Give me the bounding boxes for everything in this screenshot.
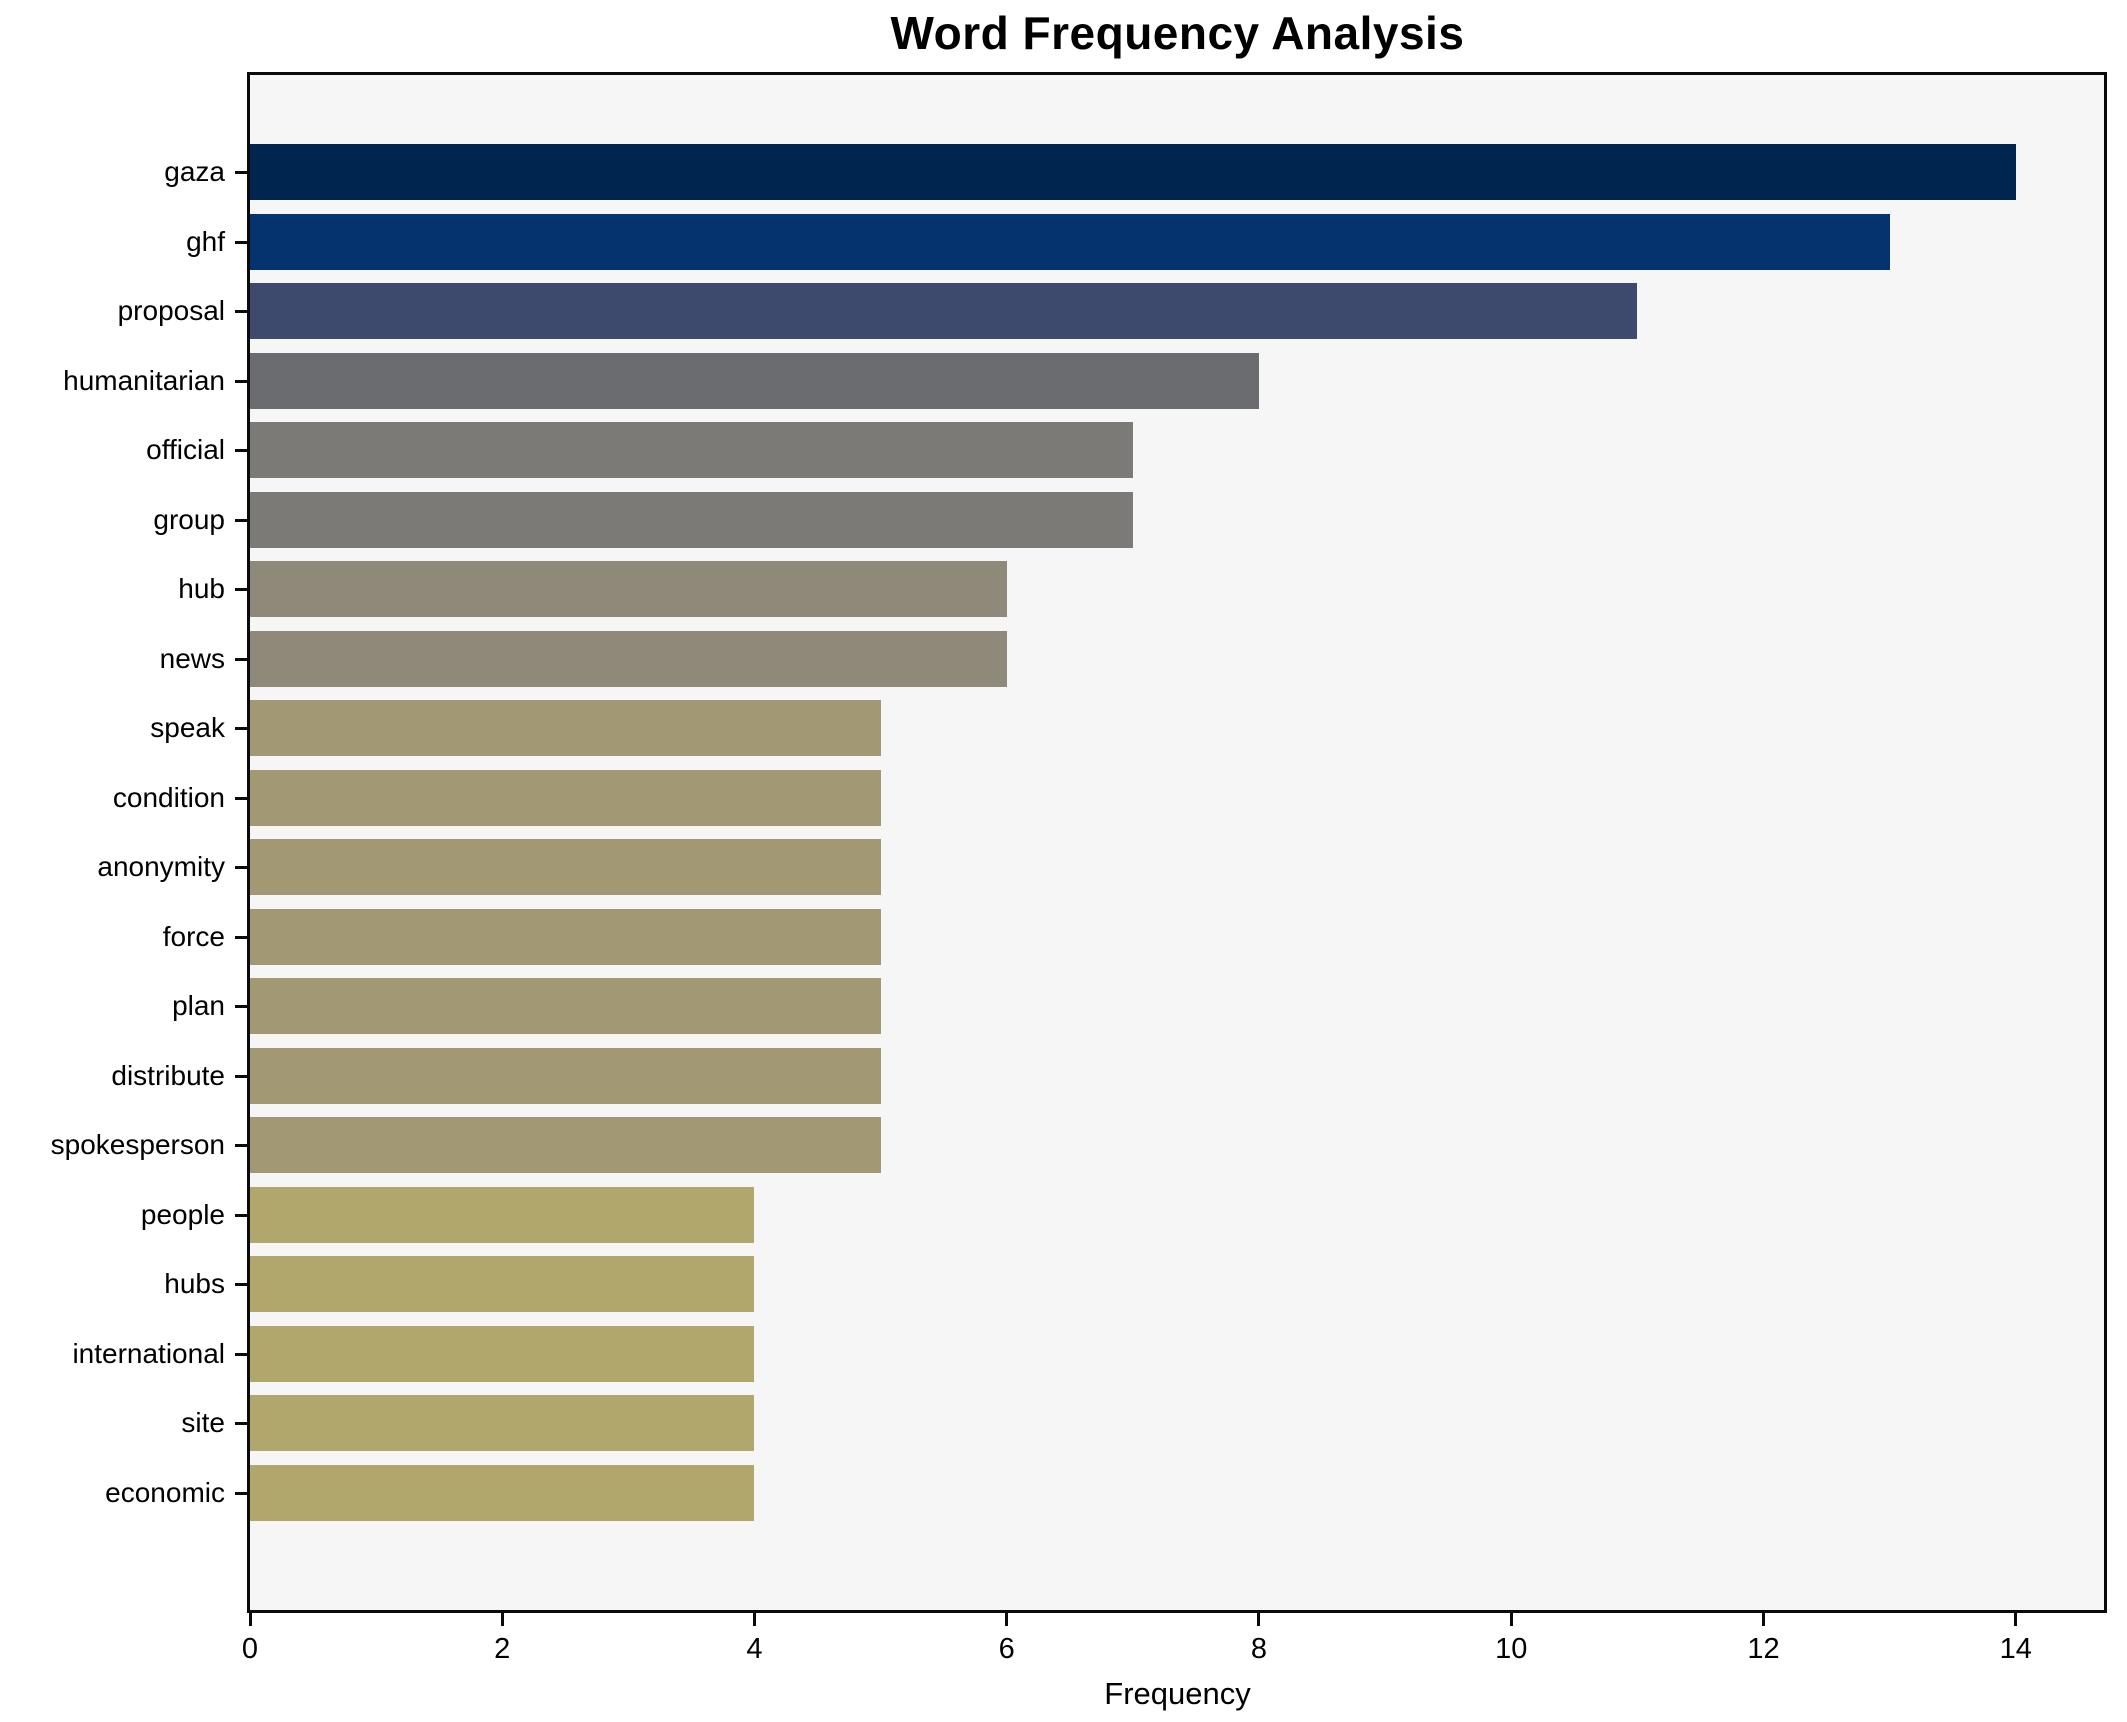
bar-anonymity xyxy=(250,839,881,895)
bar-row-international xyxy=(250,1325,755,1382)
bar-row-force xyxy=(250,908,881,965)
y-label-plan: plan xyxy=(172,990,225,1021)
bar-row-group xyxy=(250,491,1133,548)
x-tick-0 xyxy=(248,1613,252,1626)
x-tick-label-14: 14 xyxy=(1999,1633,2032,1665)
bar-row-proposal xyxy=(250,283,1638,339)
bar-row-humanitarian xyxy=(250,352,1259,409)
y-label-gaza: gaza xyxy=(164,156,225,187)
bar-row-spokesperson xyxy=(250,1117,881,1173)
y-tick-gaza xyxy=(235,171,247,174)
y-tick-speak xyxy=(235,727,247,730)
y-label-hubs: hubs xyxy=(164,1268,225,1299)
y-tick-force xyxy=(235,935,247,939)
x-tick-label-10: 10 xyxy=(1495,1633,1528,1665)
bar-people xyxy=(250,1186,755,1243)
y-tick-economic xyxy=(235,1491,247,1495)
y-tick-condition xyxy=(235,796,247,800)
x-tick-label-8: 8 xyxy=(1250,1633,1268,1665)
y-tick-site xyxy=(235,1422,247,1425)
bar-hub xyxy=(250,561,1007,617)
x-tick-label-12: 12 xyxy=(1747,1633,1780,1665)
bar-row-economic xyxy=(250,1464,755,1521)
bar-plan xyxy=(250,978,881,1034)
bar-row-speak xyxy=(250,700,881,756)
bar-ghf xyxy=(250,213,1890,270)
y-tick-anonymity xyxy=(235,866,247,869)
bar-proposal xyxy=(250,283,1638,339)
bar-force xyxy=(250,908,881,965)
bar-row-gaza xyxy=(250,144,2016,200)
y-tick-spokesperson xyxy=(235,1144,247,1147)
y-label-anonymity: anonymity xyxy=(97,851,225,882)
y-tick-news xyxy=(235,657,247,661)
x-tick-8 xyxy=(1257,1613,1261,1626)
chart-title: Word Frequency Analysis xyxy=(890,7,1465,59)
y-label-force: force xyxy=(162,920,225,952)
bar-row-anonymity xyxy=(250,839,881,895)
bar-hubs xyxy=(250,1256,755,1312)
y-tick-hubs xyxy=(235,1283,247,1286)
y-tick-people xyxy=(235,1213,247,1217)
bar-humanitarian xyxy=(250,352,1259,409)
x-tick-4 xyxy=(752,1613,756,1626)
y-label-distribute: distribute xyxy=(111,1059,225,1091)
y-tick-group xyxy=(235,518,247,522)
x-tick-label-4: 4 xyxy=(746,1633,763,1665)
y-tick-proposal xyxy=(235,310,247,313)
bar-row-people xyxy=(250,1186,755,1243)
x-tick-label-6: 6 xyxy=(998,1633,1015,1665)
x-tick-label-2: 2 xyxy=(494,1633,511,1665)
y-tick-plan xyxy=(235,1005,247,1008)
x-axis-title: Frequency xyxy=(1104,1676,1251,1711)
y-label-condition: condition xyxy=(112,781,225,813)
bar-condition xyxy=(250,769,881,826)
bar-row-plan xyxy=(250,978,881,1034)
y-label-spokesperson: spokesperson xyxy=(50,1129,225,1160)
x-tick-label-0: 0 xyxy=(241,1633,259,1665)
bar-international xyxy=(250,1325,755,1382)
bar-speak xyxy=(250,700,881,756)
bar-row-site xyxy=(250,1395,755,1451)
bar-row-distribute xyxy=(250,1047,881,1104)
bar-row-ghf xyxy=(250,213,1890,270)
bar-row-condition xyxy=(250,769,881,826)
x-tick-6 xyxy=(1005,1613,1009,1626)
y-tick-hub xyxy=(235,588,247,591)
bar-official xyxy=(250,422,1133,478)
x-tick-12 xyxy=(1761,1613,1765,1626)
y-label-official: official xyxy=(146,434,225,465)
y-label-hub: hub xyxy=(178,573,225,604)
y-label-site: site xyxy=(181,1407,225,1438)
bar-site xyxy=(250,1395,755,1451)
bar-group xyxy=(250,491,1133,548)
x-tick-14 xyxy=(2014,1613,2018,1626)
y-label-speak: speak xyxy=(150,712,225,743)
y-tick-ghf xyxy=(235,240,247,244)
y-label-international: international xyxy=(72,1337,225,1369)
y-label-proposal: proposal xyxy=(117,295,225,326)
y-tick-humanitarian xyxy=(235,379,247,383)
x-tick-10 xyxy=(1509,1613,1513,1626)
y-tick-distribute xyxy=(235,1074,247,1078)
x-tick-2 xyxy=(500,1613,504,1626)
y-label-people: people xyxy=(140,1198,225,1230)
bar-gaza xyxy=(250,144,2016,200)
bar-distribute xyxy=(250,1047,881,1104)
bar-spokesperson xyxy=(250,1117,881,1173)
y-label-ghf: ghf xyxy=(186,225,225,257)
y-label-news: news xyxy=(159,642,225,674)
bar-row-hub xyxy=(250,561,1007,617)
bar-row-hubs xyxy=(250,1256,755,1312)
y-label-group: group xyxy=(153,503,225,535)
bar-news xyxy=(250,630,1007,687)
bar-row-news xyxy=(250,630,1007,687)
y-tick-official xyxy=(235,449,247,452)
y-label-economic: economic xyxy=(105,1476,225,1508)
y-label-humanitarian: humanitarian xyxy=(63,364,225,396)
bar-row-official xyxy=(250,422,1133,478)
bar-economic xyxy=(250,1464,755,1521)
y-tick-international xyxy=(235,1352,247,1356)
